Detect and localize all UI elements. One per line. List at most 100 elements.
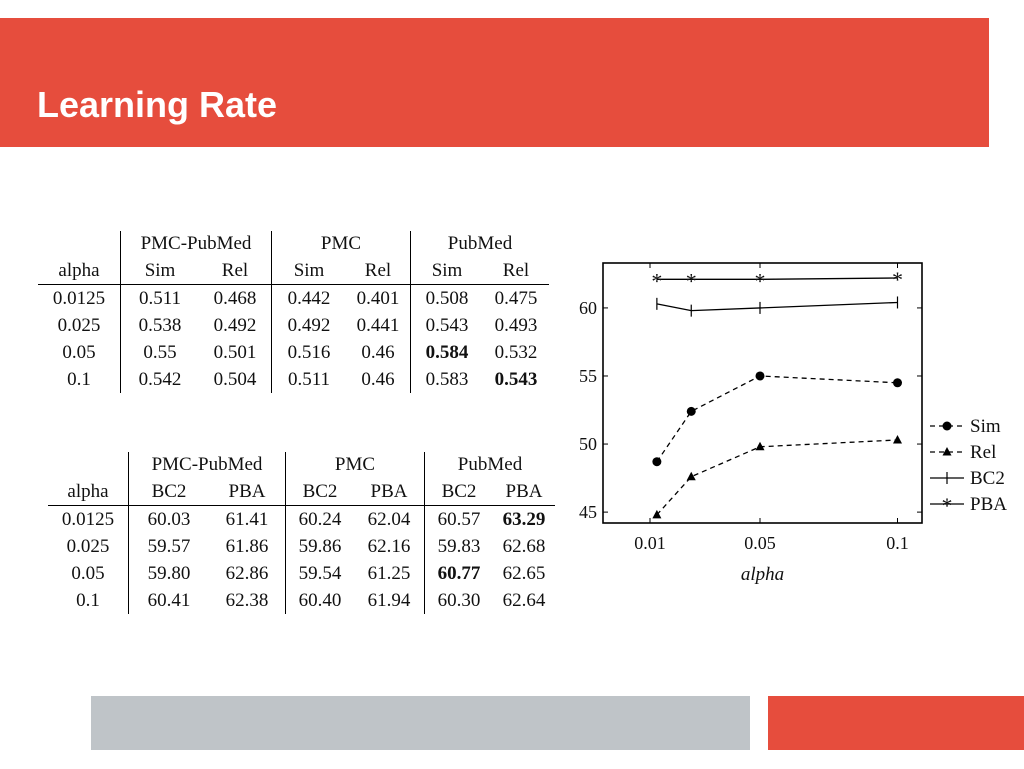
data-point-rel <box>652 509 662 519</box>
table-column-header: BC2 <box>424 478 493 506</box>
similarity-relatedness-table: PMC-PubMed PMC PubMed alpha Sim Rel Sim … <box>38 231 549 393</box>
table-cell: 62.04 <box>367 508 411 530</box>
table-cell: 0.468 <box>213 287 257 309</box>
table-cell: 60.57 <box>424 505 493 533</box>
table-header-spacer <box>48 452 129 478</box>
alpha-cell: 0.1 <box>67 368 91 390</box>
table-column-header: BC2 <box>285 478 354 506</box>
table-column-header: Rel <box>199 257 272 285</box>
table-row: 0.025 59.57 61.86 59.86 62.16 59.83 62.68 <box>48 533 555 560</box>
footer-red-bar <box>768 696 1024 750</box>
table-column-header-row: alpha Sim Rel Sim Rel Sim Rel <box>38 257 549 285</box>
table-column-header: PBA <box>209 478 286 506</box>
data-point-rel <box>686 471 696 481</box>
table-cell: 61.86 <box>225 535 269 557</box>
alpha-line-chart: 45 50 55 60 0.01 0.05 0.1 alpha Sim Rel BC2 * * * * * PB… <box>579 262 1007 585</box>
table-row: 0.1 60.41 62.38 60.40 61.94 60.30 62.64 <box>48 587 555 614</box>
legend-marker-sim <box>942 421 952 431</box>
y-tick-label: 45 <box>579 502 597 522</box>
table-group-header: PubMed <box>424 452 555 478</box>
table-cell: 0.583 <box>410 366 483 393</box>
table-row: 0.0125 60.03 61.41 60.24 62.04 60.57 63.29 <box>48 505 555 533</box>
table-cell: 0.46 <box>361 368 395 390</box>
data-point-rel <box>893 434 902 444</box>
table-cell: 61.41 <box>225 508 269 530</box>
data-point-pba: * <box>892 267 903 292</box>
table-cell: 0.442 <box>271 284 346 312</box>
table-cell: 60.41 <box>128 587 209 614</box>
table-column-header: Sim <box>120 257 199 285</box>
plot-frame <box>602 262 923 524</box>
x-tick-label: 0.05 <box>744 533 776 553</box>
alpha-cell: 0.025 <box>57 314 101 336</box>
table-row: 0.05 59.80 62.86 59.54 61.25 60.77 62.65 <box>48 560 555 587</box>
footer-gray-bar <box>91 696 750 750</box>
alpha-cell: 0.1 <box>76 589 100 611</box>
title-banner <box>0 18 989 147</box>
y-tick-label: 55 <box>579 366 597 386</box>
table-cell: 0.584 <box>410 339 483 366</box>
table-group-header: PubMed <box>410 231 549 257</box>
table-header-spacer <box>38 231 121 257</box>
table-cell: 60.77 <box>424 560 493 587</box>
table-group-header: PMC <box>285 452 425 478</box>
table-cell: 0.493 <box>494 314 538 336</box>
table-column-header: BC2 <box>128 478 209 506</box>
table-cell: 0.511 <box>271 366 346 393</box>
table-group-header-row: PMC-PubMed PMC PubMed <box>38 231 549 257</box>
series-line-sim <box>656 375 898 463</box>
data-point-sim <box>652 457 662 467</box>
table-cell: 0.511 <box>120 284 199 312</box>
legend-label-pba: PBA <box>970 494 1007 515</box>
table-cell: 59.83 <box>424 533 493 560</box>
table-cell: 0.46 <box>361 341 395 363</box>
table-cell: 0.542 <box>120 366 199 393</box>
table-cell: 59.86 <box>285 533 354 560</box>
table-cell: 0.508 <box>410 284 483 312</box>
table-cell: 60.03 <box>128 505 209 533</box>
table-cell: 62.38 <box>225 589 269 611</box>
table-cell: 0.538 <box>120 312 199 339</box>
table-group-header: PMC-PubMed <box>120 231 272 257</box>
legend-marker-rel <box>942 447 952 456</box>
table-column-header: PBA <box>354 478 425 506</box>
table-column-header: Rel <box>346 257 411 285</box>
x-tick-label: 0.01 <box>634 533 666 553</box>
table-group-header: PMC-PubMed <box>128 452 286 478</box>
alpha-cell: 0.05 <box>71 562 105 584</box>
legend-label-sim: Sim <box>970 416 1001 437</box>
series-line-pba <box>656 277 898 280</box>
table-row: 0.025 0.538 0.492 0.492 0.441 0.543 0.493 <box>38 312 549 339</box>
data-point-sim <box>755 371 765 381</box>
table-cell: 0.516 <box>271 339 346 366</box>
slide-title: Learning Rate <box>37 84 278 125</box>
y-tick-label: 50 <box>579 434 597 454</box>
table-column-header: Sim <box>271 257 346 285</box>
table-cell: 0.475 <box>494 287 538 309</box>
table-cell: 60.30 <box>424 587 493 614</box>
legend-marker-pba: * <box>942 493 953 518</box>
data-point-sim <box>686 406 696 416</box>
table-cell: 60.24 <box>285 505 354 533</box>
x-axis-label: alpha <box>741 564 784 585</box>
table-cell: 59.54 <box>285 560 354 587</box>
series-line-bc2 <box>656 301 898 312</box>
alpha-cell: 0.0125 <box>52 287 106 309</box>
alpha-cell: 0.05 <box>62 341 96 363</box>
x-tick-label: 0.1 <box>886 533 909 553</box>
table-cell: 0.55 <box>120 339 199 366</box>
data-point-pba: * <box>651 268 662 293</box>
table-cell: 61.94 <box>367 589 411 611</box>
table-cell: 0.504 <box>213 368 257 390</box>
table-cell: 62.65 <box>502 562 546 584</box>
table-cell: 59.57 <box>128 533 209 560</box>
table-row: 0.1 0.542 0.504 0.511 0.46 0.583 0.543 <box>38 366 549 393</box>
alpha-cell: 0.025 <box>66 535 110 557</box>
table-cell: 62.16 <box>367 535 411 557</box>
table-cell: 62.64 <box>502 589 546 611</box>
table-cell: 0.492 <box>213 314 257 336</box>
table-cell: 0.401 <box>356 287 400 309</box>
table-cell: 0.441 <box>356 314 400 336</box>
data-point-rel <box>755 441 765 451</box>
data-point-pba: * <box>755 268 766 293</box>
